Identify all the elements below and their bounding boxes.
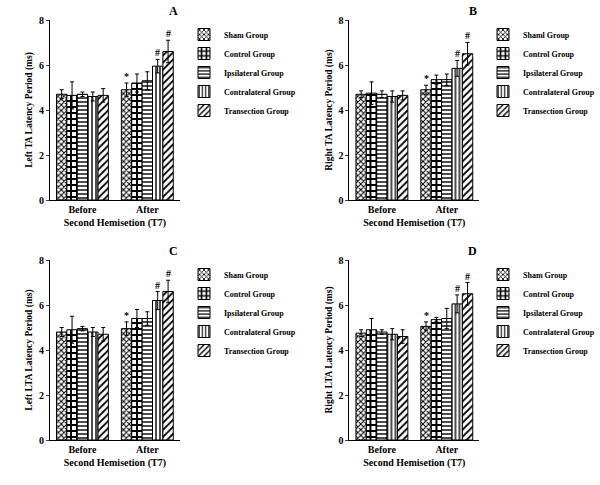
svg-text:8: 8	[338, 255, 343, 266]
svg-text:Ipsilateral Group: Ipsilateral Group	[224, 69, 284, 78]
svg-text:#: #	[465, 271, 470, 282]
svg-text:After: After	[435, 204, 458, 215]
svg-text:Transection Group: Transection Group	[224, 107, 289, 116]
svg-text:Second Hemisetion (T7): Second Hemisetion (T7)	[64, 457, 166, 469]
svg-text:Control Group: Control Group	[224, 50, 276, 59]
svg-text:Transection Group: Transection Group	[224, 347, 289, 356]
svg-text:Control Group: Control Group	[523, 290, 575, 299]
svg-text:#: #	[455, 283, 460, 294]
svg-text:Second Hemisetion (T7): Second Hemisetion (T7)	[363, 217, 465, 229]
svg-text:6: 6	[39, 60, 44, 71]
svg-text:C: C	[169, 244, 178, 258]
svg-text:Ipsilateral Group: Ipsilateral Group	[224, 309, 284, 318]
svg-text:Sham Group: Sham Group	[224, 271, 269, 280]
svg-text:8: 8	[338, 15, 343, 26]
svg-text:2: 2	[39, 150, 44, 161]
svg-text:Second Hemisetion (T7): Second Hemisetion (T7)	[363, 457, 465, 469]
svg-text:6: 6	[338, 300, 343, 311]
svg-text:6: 6	[338, 60, 343, 71]
svg-text:#: #	[166, 268, 171, 279]
svg-text:2: 2	[39, 390, 44, 401]
svg-text:#: #	[465, 30, 470, 41]
svg-text:Control Group: Control Group	[224, 290, 276, 299]
svg-text:Sham Group: Sham Group	[523, 271, 568, 280]
svg-text:#: #	[155, 47, 160, 58]
svg-text:2: 2	[338, 390, 343, 401]
svg-text:#: #	[455, 48, 460, 59]
svg-text:Left TA Latency Period (ms): Left TA Latency Period (ms)	[24, 52, 35, 168]
svg-text:Before: Before	[68, 204, 97, 215]
svg-text:*: *	[124, 310, 129, 321]
svg-text:8: 8	[39, 15, 44, 26]
svg-text:#: #	[166, 28, 171, 39]
svg-text:Shaml Group: Shaml Group	[523, 31, 570, 40]
svg-text:Second Hemisetion (T7): Second Hemisetion (T7)	[64, 217, 166, 229]
svg-text:B: B	[469, 4, 477, 18]
svg-text:Ipsilateral Group: Ipsilateral Group	[523, 309, 583, 318]
svg-text:Sham Group: Sham Group	[224, 31, 269, 40]
svg-text:*: *	[424, 310, 429, 321]
svg-text:4: 4	[338, 345, 343, 356]
svg-text:Right TA Latency Period (ms): Right TA Latency Period (ms)	[324, 49, 335, 171]
svg-text:4: 4	[39, 105, 44, 116]
svg-text:After: After	[435, 444, 458, 455]
svg-text:6: 6	[39, 300, 44, 311]
svg-text:0: 0	[39, 195, 44, 206]
svg-text:Transection Group: Transection Group	[523, 107, 588, 116]
svg-text:D: D	[468, 244, 477, 258]
svg-text:*: *	[424, 73, 429, 84]
svg-text:Contralateral Group: Contralateral Group	[224, 328, 296, 337]
svg-text:0: 0	[338, 195, 343, 206]
svg-text:0: 0	[39, 435, 44, 446]
svg-text:Contralateral Group: Contralateral Group	[523, 88, 595, 97]
svg-text:8: 8	[39, 255, 44, 266]
svg-text:0: 0	[338, 435, 343, 446]
svg-text:Ipsilateral Group: Ipsilateral Group	[523, 69, 583, 78]
svg-text:Contralateral Group: Contralateral Group	[224, 88, 296, 97]
svg-text:Before: Before	[68, 444, 97, 455]
svg-text:2: 2	[338, 150, 343, 161]
svg-text:#: #	[155, 280, 160, 291]
svg-text:Left LTA Latency Period (ms): Left LTA Latency Period (ms)	[24, 289, 35, 410]
svg-text:A: A	[169, 4, 178, 18]
svg-text:After: After	[136, 204, 159, 215]
svg-text:Transection Group: Transection Group	[523, 347, 588, 356]
svg-text:4: 4	[39, 345, 44, 356]
svg-text:Before: Before	[368, 444, 397, 455]
svg-text:After: After	[136, 444, 159, 455]
svg-text:*: *	[124, 71, 129, 82]
svg-text:Control Group: Control Group	[523, 50, 575, 59]
svg-text:4: 4	[338, 105, 343, 116]
svg-text:Right LTA Latency Period (ms): Right LTA Latency Period (ms)	[324, 286, 335, 413]
svg-text:Before: Before	[368, 204, 397, 215]
svg-text:Contralateral Group: Contralateral Group	[523, 328, 595, 337]
